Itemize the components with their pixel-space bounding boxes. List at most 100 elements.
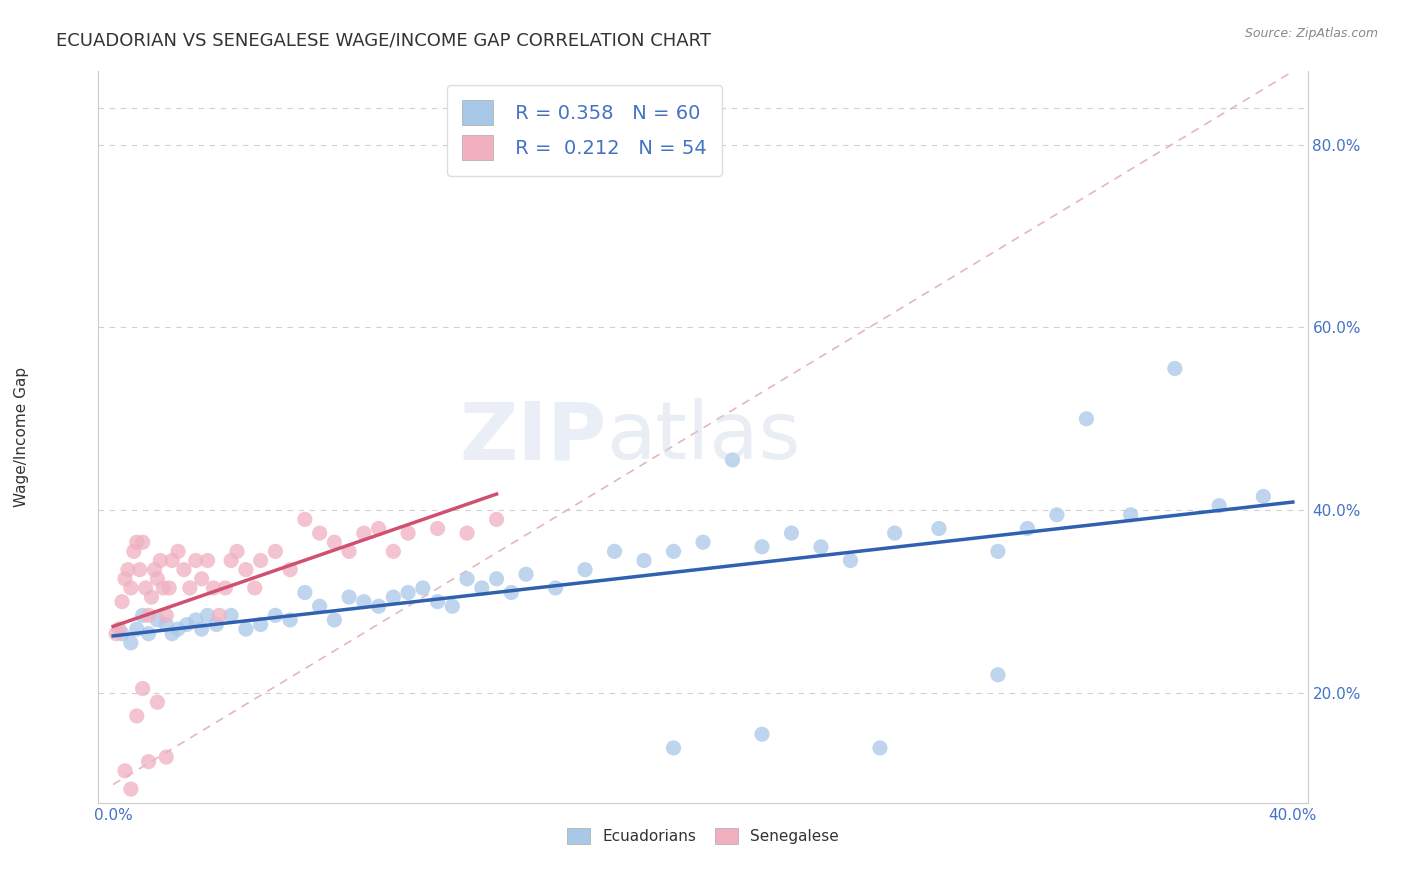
Point <box>1164 361 1187 376</box>
Point <box>751 727 773 741</box>
Point <box>149 553 172 567</box>
Point <box>219 608 242 623</box>
Point <box>205 617 228 632</box>
Point <box>987 544 1010 558</box>
Point <box>138 755 160 769</box>
Point <box>278 563 301 577</box>
Point <box>138 608 160 623</box>
Point <box>135 581 157 595</box>
Point <box>117 563 139 577</box>
Point <box>883 526 905 541</box>
Point <box>190 572 212 586</box>
Point <box>323 535 346 549</box>
Point <box>780 526 803 541</box>
Point <box>141 590 163 604</box>
Point <box>1253 490 1275 504</box>
Point <box>214 581 236 595</box>
Point <box>1119 508 1142 522</box>
Point <box>249 617 271 632</box>
Point <box>367 521 389 535</box>
Point <box>249 553 271 567</box>
Point <box>337 544 360 558</box>
Point <box>456 526 478 541</box>
Point <box>243 581 266 595</box>
Point <box>441 599 464 614</box>
Point <box>367 599 389 614</box>
Point <box>176 617 198 632</box>
Point <box>157 581 180 595</box>
Point <box>1076 412 1098 426</box>
Point <box>160 553 183 567</box>
Point <box>485 512 508 526</box>
Point <box>294 512 316 526</box>
Point <box>869 740 891 755</box>
Point <box>662 740 685 755</box>
Point <box>235 563 257 577</box>
Point <box>353 526 375 541</box>
Text: atlas: atlas <box>606 398 800 476</box>
Point <box>197 608 219 623</box>
Point <box>167 544 190 558</box>
Text: Source: ZipAtlas.com: Source: ZipAtlas.com <box>1244 27 1378 40</box>
Point <box>337 590 360 604</box>
Point <box>426 521 449 535</box>
Point <box>122 544 145 558</box>
Point <box>120 782 142 797</box>
Point <box>105 626 128 640</box>
Point <box>128 563 150 577</box>
Point <box>264 608 287 623</box>
Point <box>751 540 773 554</box>
Point <box>125 709 148 723</box>
Text: ZIP: ZIP <box>458 398 606 476</box>
Point <box>471 581 494 595</box>
Point <box>456 572 478 586</box>
Point <box>721 453 744 467</box>
Point <box>146 695 169 709</box>
Point <box>108 622 131 636</box>
Point <box>173 563 195 577</box>
Point <box>125 535 148 549</box>
Point <box>131 681 153 696</box>
Point <box>179 581 201 595</box>
Point <box>396 526 419 541</box>
Point <box>143 563 166 577</box>
Point <box>1017 521 1039 535</box>
Point <box>633 553 655 567</box>
Point <box>426 594 449 608</box>
Y-axis label: Wage/Income Gap: Wage/Income Gap <box>14 367 30 508</box>
Point <box>987 667 1010 681</box>
Point <box>138 626 160 640</box>
Point <box>603 544 626 558</box>
Point <box>928 521 950 535</box>
Point <box>235 622 257 636</box>
Point <box>152 581 174 595</box>
Point <box>114 572 136 586</box>
Point <box>125 622 148 636</box>
Point <box>323 613 346 627</box>
Point <box>155 617 177 632</box>
Point <box>544 581 567 595</box>
Point <box>382 590 405 604</box>
Point <box>131 535 153 549</box>
Legend: Ecuadorians, Senegalese: Ecuadorians, Senegalese <box>561 822 845 850</box>
Point <box>839 553 862 567</box>
Point <box>184 553 207 567</box>
Point <box>160 626 183 640</box>
Point <box>396 585 419 599</box>
Point <box>308 526 330 541</box>
Point <box>662 544 685 558</box>
Point <box>111 626 134 640</box>
Point <box>184 613 207 627</box>
Point <box>226 544 249 558</box>
Point <box>1208 499 1230 513</box>
Point <box>155 750 177 764</box>
Point <box>114 764 136 778</box>
Point <box>202 581 225 595</box>
Point <box>278 613 301 627</box>
Text: ECUADORIAN VS SENEGALESE WAGE/INCOME GAP CORRELATION CHART: ECUADORIAN VS SENEGALESE WAGE/INCOME GAP… <box>56 31 711 49</box>
Point <box>692 535 714 549</box>
Point <box>382 544 405 558</box>
Point <box>353 594 375 608</box>
Point <box>208 608 231 623</box>
Point <box>294 585 316 599</box>
